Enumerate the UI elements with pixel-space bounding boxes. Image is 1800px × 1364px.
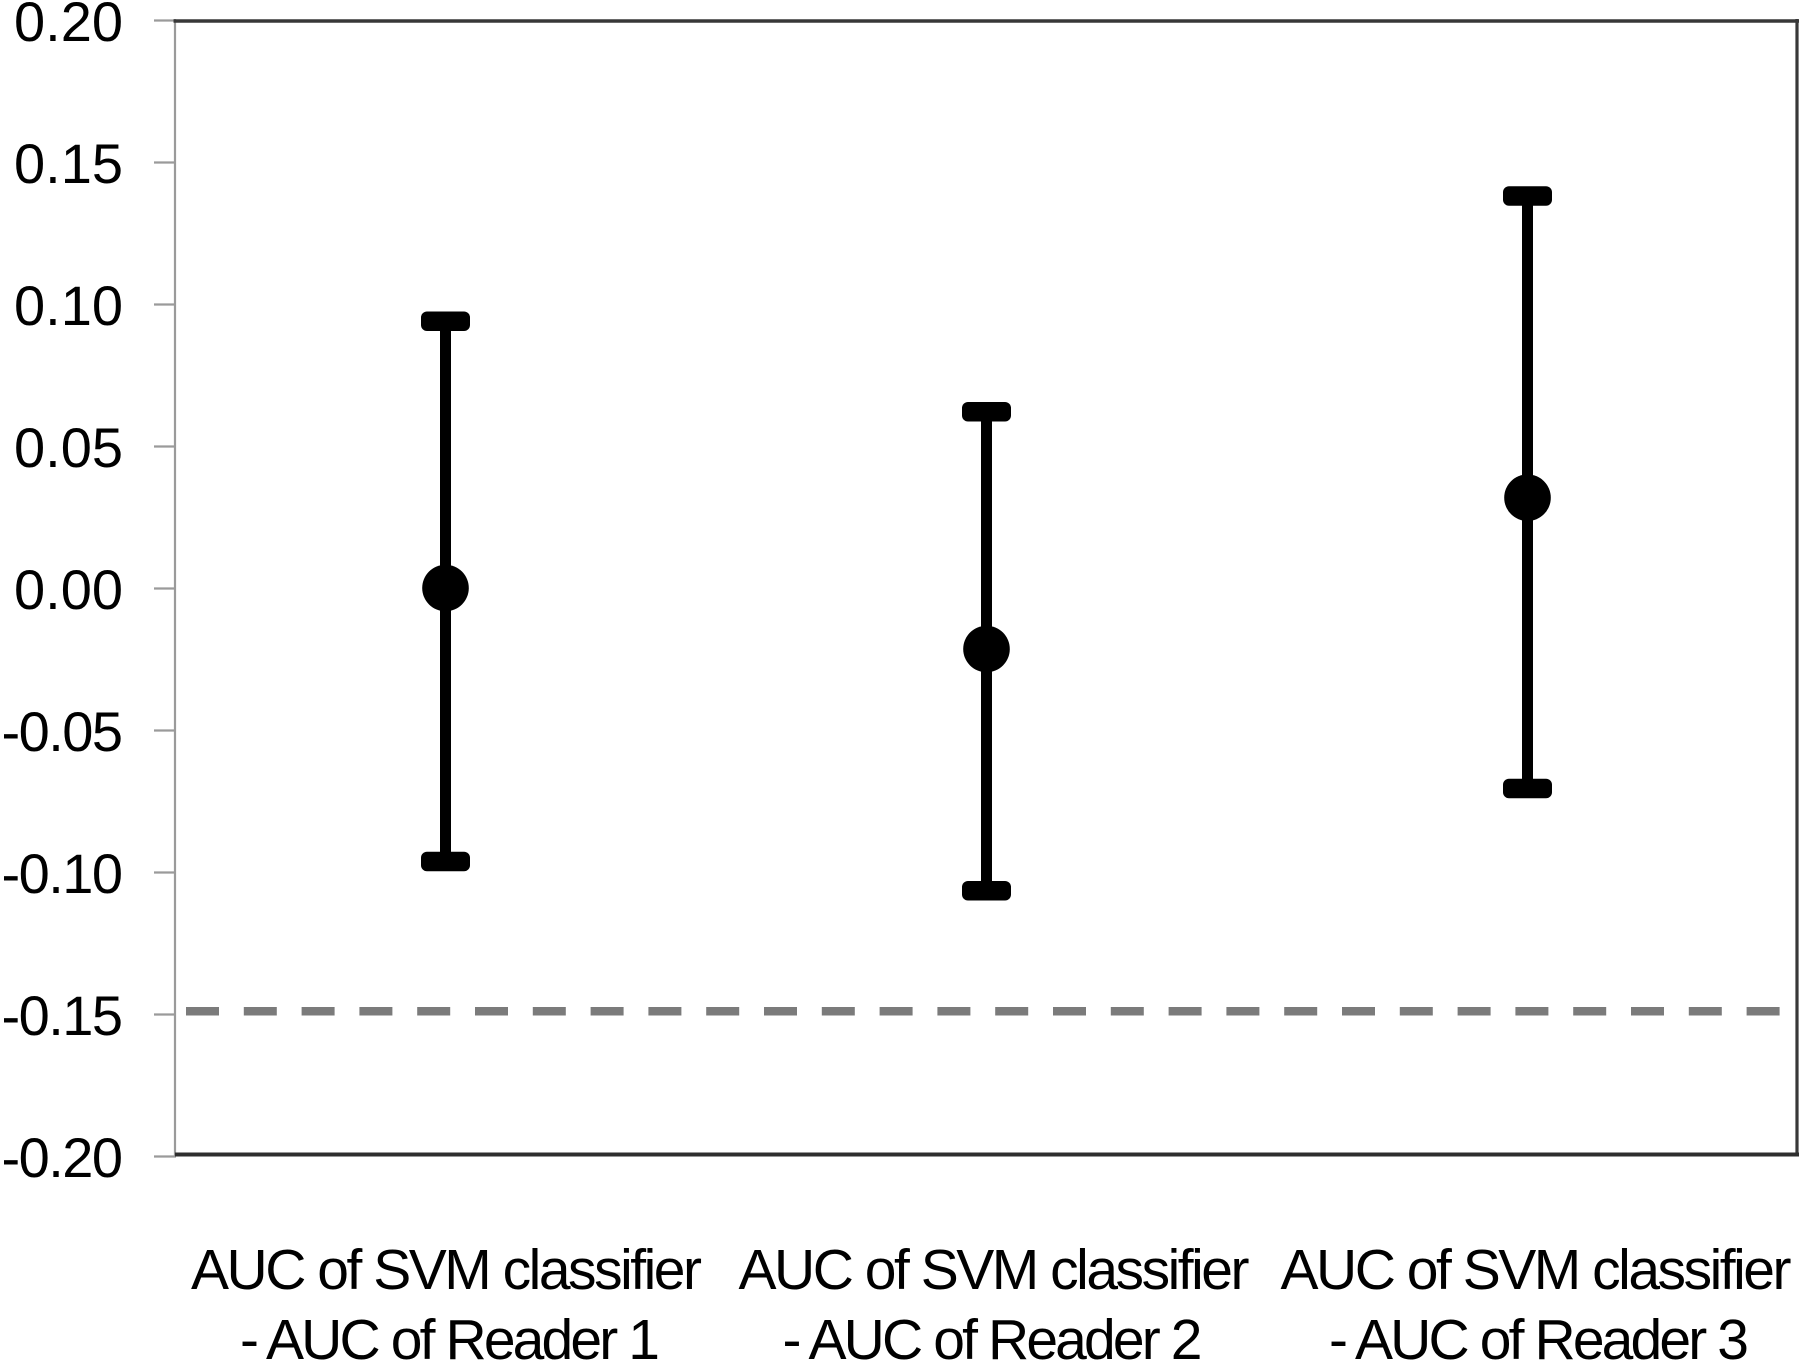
svg-text:0.15: 0.15 bbox=[14, 132, 123, 195]
svg-text:- AUC of Reader 2: - AUC of Reader 2 bbox=[783, 1308, 1203, 1364]
svg-text:0.05: 0.05 bbox=[14, 416, 123, 479]
svg-text:AUC of SVM classifier: AUC of SVM classifier bbox=[191, 1238, 702, 1302]
svg-text:-0.05: -0.05 bbox=[2, 700, 124, 763]
svg-text:0.20: 0.20 bbox=[14, 0, 123, 53]
svg-text:-0.10: -0.10 bbox=[2, 842, 124, 905]
svg-text:AUC of SVM classifier: AUC of SVM classifier bbox=[739, 1238, 1250, 1302]
svg-text:-0.15: -0.15 bbox=[2, 984, 124, 1047]
svg-text:- AUC of Reader 1: - AUC of Reader 1 bbox=[240, 1308, 660, 1364]
svg-text:- AUC of Reader 3: - AUC of Reader 3 bbox=[1329, 1308, 1749, 1364]
svg-text:0.10: 0.10 bbox=[14, 274, 123, 337]
svg-text:AUC of SVM classifier: AUC of SVM classifier bbox=[1281, 1238, 1792, 1302]
svg-text:-0.20: -0.20 bbox=[2, 1126, 124, 1189]
svg-text:0.00: 0.00 bbox=[14, 558, 123, 621]
